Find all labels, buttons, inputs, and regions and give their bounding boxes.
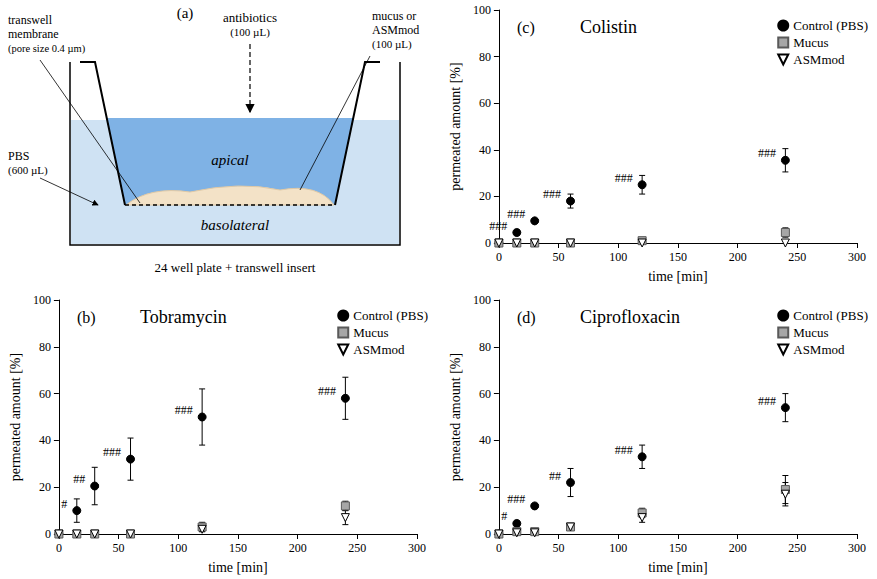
- svg-text:300: 300: [848, 541, 866, 555]
- svg-text:20: 20: [479, 189, 491, 203]
- svg-text:permeated amount [%]: permeated amount [%]: [448, 62, 463, 190]
- svg-text:150: 150: [229, 541, 247, 555]
- svg-text:60: 60: [479, 387, 491, 401]
- svg-text:#: #: [501, 509, 507, 523]
- svg-text:###: ###: [758, 394, 776, 408]
- svg-text:300: 300: [408, 541, 426, 555]
- svg-text:(600 µL): (600 µL): [8, 164, 48, 177]
- svg-text:Tobramycin: Tobramycin: [140, 307, 227, 327]
- svg-text:(100 µL): (100 µL): [372, 38, 412, 51]
- svg-text:150: 150: [669, 250, 687, 264]
- svg-text:apical: apical: [211, 152, 249, 168]
- svg-text:##: ##: [73, 472, 85, 486]
- svg-text:300: 300: [848, 250, 866, 264]
- svg-text:ASMmod: ASMmod: [353, 342, 405, 357]
- svg-text:(d): (d): [517, 309, 536, 327]
- svg-text:Ciprofloxacin: Ciprofloxacin: [580, 307, 680, 327]
- svg-text:(pore size 0.4 µm): (pore size 0.4 µm): [8, 43, 86, 55]
- svg-text:basolateral: basolateral: [201, 217, 269, 233]
- svg-text:60: 60: [39, 387, 51, 401]
- svg-text:40: 40: [39, 433, 51, 447]
- svg-text:60: 60: [479, 96, 491, 110]
- svg-text:###: ###: [103, 445, 121, 459]
- svg-text:Colistin: Colistin: [580, 17, 637, 37]
- svg-text:ASMmod: ASMmod: [793, 342, 845, 357]
- svg-text:Mucus: Mucus: [793, 35, 828, 50]
- svg-text:antibiotics: antibiotics: [223, 10, 277, 25]
- svg-text:100: 100: [609, 250, 627, 264]
- svg-text:(b): (b): [77, 309, 96, 327]
- svg-text:200: 200: [729, 250, 747, 264]
- svg-text:(a): (a): [177, 5, 194, 22]
- svg-text:membrane: membrane: [8, 27, 59, 41]
- svg-text:ASMmod: ASMmod: [372, 23, 419, 37]
- svg-text:0: 0: [56, 541, 62, 555]
- svg-text:250: 250: [348, 541, 366, 555]
- svg-text:###: ###: [318, 384, 336, 398]
- svg-text:permeated amount [%]: permeated amount [%]: [8, 353, 23, 481]
- svg-text:Control (PBS): Control (PBS): [793, 308, 868, 323]
- svg-text:#: #: [61, 497, 67, 511]
- svg-text:0: 0: [485, 236, 491, 250]
- svg-text:##: ##: [549, 469, 561, 483]
- svg-text:40: 40: [479, 143, 491, 157]
- svg-text:###: ###: [175, 403, 193, 417]
- svg-text:20: 20: [479, 480, 491, 494]
- svg-text:100: 100: [169, 541, 187, 555]
- svg-text:250: 250: [788, 541, 806, 555]
- svg-text:transwell: transwell: [8, 13, 53, 27]
- svg-text:###: ###: [507, 492, 525, 506]
- svg-text:Control (PBS): Control (PBS): [353, 308, 428, 323]
- svg-text:###: ###: [489, 219, 507, 233]
- svg-text:40: 40: [479, 433, 491, 447]
- svg-text:0: 0: [45, 527, 51, 541]
- svg-text:time [min]: time [min]: [648, 269, 708, 284]
- svg-text:###: ###: [615, 171, 633, 185]
- svg-text:200: 200: [289, 541, 307, 555]
- svg-text:(100 µL): (100 µL): [230, 26, 270, 39]
- svg-text:150: 150: [669, 541, 687, 555]
- svg-text:24 well plate + transwell inse: 24 well plate + transwell insert: [155, 260, 316, 275]
- svg-text:ASMmod: ASMmod: [793, 52, 845, 67]
- svg-text:Mucus: Mucus: [793, 325, 828, 340]
- svg-text:100: 100: [473, 293, 491, 307]
- svg-text:###: ###: [615, 443, 633, 457]
- svg-text:###: ###: [543, 187, 561, 201]
- svg-text:80: 80: [479, 50, 491, 64]
- svg-text:250: 250: [788, 250, 806, 264]
- svg-text:Control (PBS): Control (PBS): [793, 18, 868, 33]
- svg-text:PBS: PBS: [8, 149, 29, 163]
- svg-text:###: ###: [507, 207, 525, 221]
- svg-text:time [min]: time [min]: [208, 560, 268, 575]
- svg-text:200: 200: [729, 541, 747, 555]
- svg-text:50: 50: [553, 250, 565, 264]
- svg-text:time [min]: time [min]: [648, 560, 708, 575]
- svg-text:0: 0: [496, 541, 502, 555]
- svg-text:20: 20: [39, 480, 51, 494]
- svg-text:100: 100: [33, 293, 51, 307]
- svg-text:100: 100: [473, 3, 491, 17]
- svg-text:100: 100: [609, 541, 627, 555]
- svg-text:0: 0: [485, 527, 491, 541]
- svg-text:mucus or: mucus or: [372, 9, 416, 23]
- svg-text:80: 80: [479, 340, 491, 354]
- svg-text:0: 0: [496, 250, 502, 264]
- svg-text:###: ###: [758, 146, 776, 160]
- svg-text:permeated amount [%]: permeated amount [%]: [448, 353, 463, 481]
- svg-text:50: 50: [553, 541, 565, 555]
- svg-text:Mucus: Mucus: [353, 325, 388, 340]
- svg-text:(c): (c): [517, 19, 535, 37]
- svg-text:80: 80: [39, 340, 51, 354]
- svg-text:50: 50: [113, 541, 125, 555]
